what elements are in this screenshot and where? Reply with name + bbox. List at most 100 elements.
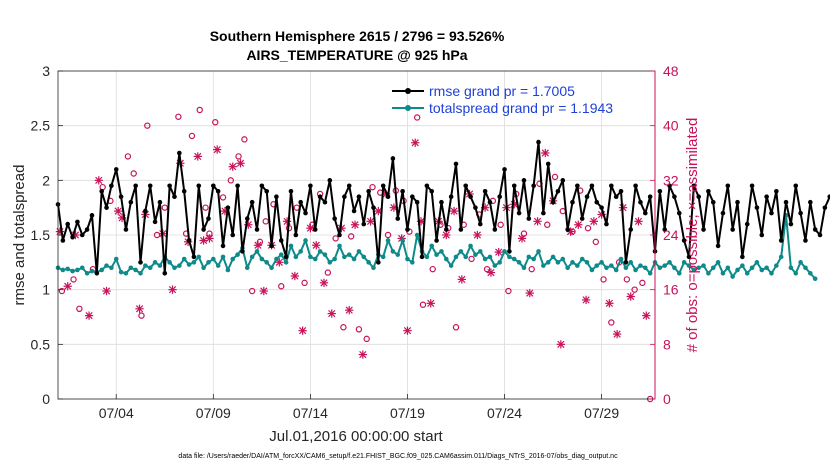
obs-assimilated-marker [114, 206, 123, 216]
rmse-point [676, 210, 682, 216]
rmse-point [308, 183, 313, 189]
rmse-point [803, 238, 808, 243]
totalspread-point [706, 270, 711, 276]
totalspread-point [448, 263, 454, 268]
rmse-point [584, 194, 590, 200]
rmse-point [468, 194, 473, 200]
totalspread-point [220, 254, 226, 260]
rmse-point [448, 194, 454, 200]
rmse-point [274, 194, 279, 200]
totalspread-point [332, 256, 337, 262]
rmse-point [172, 194, 177, 200]
rmse-point [662, 227, 668, 232]
totalspread-point [147, 265, 153, 271]
obs-assimilated-marker [345, 306, 354, 315]
obs-assimilated-marker [449, 206, 459, 216]
totalspread-point [181, 256, 187, 262]
obs-possible-marker [483, 265, 491, 273]
rmse-point [366, 188, 371, 194]
rmse-point [715, 243, 721, 249]
totalspread-point [463, 254, 469, 260]
totalspread-point [628, 260, 634, 265]
rmse-point [545, 161, 551, 167]
obs-assimilated-marker [213, 145, 222, 154]
totalspread-point [400, 238, 405, 243]
obs-possible-marker [623, 276, 631, 283]
rmse-point [628, 227, 634, 232]
totalspread-point [254, 249, 260, 254]
totalspread-point [191, 260, 197, 265]
rmse-point [89, 213, 95, 218]
y2-tick-label: 0 [663, 391, 671, 407]
x-tick-label: 07/04 [99, 405, 134, 421]
totalspread-point [749, 265, 755, 271]
rmse-point [70, 234, 75, 240]
totalspread-point [458, 249, 464, 254]
rmse-point [75, 219, 80, 225]
totalspread-point [492, 263, 498, 268]
rmse-point [109, 183, 114, 189]
obs-possible-marker [468, 255, 475, 263]
obs-possible-marker [248, 287, 256, 295]
totalspread-point [371, 265, 376, 271]
obs-assimilated-marker [319, 278, 329, 287]
obs-possible-marker [161, 204, 168, 211]
obs-assimilated-marker [253, 241, 263, 250]
y-axis-label: rmse and totalspread [11, 165, 28, 306]
rmse-point [201, 227, 206, 232]
rmse-point [487, 199, 493, 205]
totalspread-point [812, 276, 818, 282]
totalspread-point [303, 238, 308, 243]
rmse-point [283, 254, 289, 260]
totalspread-point [672, 265, 677, 271]
obs-assimilated-marker [486, 268, 496, 277]
obs-possible-marker [188, 132, 196, 140]
rmse-point [303, 210, 308, 216]
rmse-point [380, 183, 386, 189]
rmse-point [351, 208, 357, 214]
obs-assimilated-marker [525, 288, 534, 298]
rmse-point [400, 188, 405, 194]
totalspread-point [662, 263, 668, 268]
legend-label-rmse: rmse grand pr = 1.7005 [429, 83, 575, 99]
totalspread-point [317, 249, 323, 254]
totalspread-point [157, 263, 163, 268]
totalspread-point [536, 249, 541, 254]
totalspread-point [70, 268, 75, 274]
totalspread-point [570, 260, 575, 265]
totalspread-point [691, 267, 697, 273]
rmse-point [793, 183, 799, 189]
rmse-point [482, 188, 488, 194]
rmse-point [133, 183, 138, 189]
totalspread-point [793, 270, 799, 276]
totalspread-point [579, 256, 585, 262]
rmse-point [667, 183, 672, 189]
totalspread-point [623, 265, 629, 271]
rmse-point [594, 199, 600, 205]
obs-assimilated-marker [642, 311, 651, 320]
obs-assimilated-marker [626, 292, 635, 301]
totalspread-point [740, 263, 745, 268]
totalspread-point [351, 256, 357, 262]
obs-possible-marker [58, 287, 66, 295]
obs-possible-marker [202, 204, 209, 211]
obs-possible-marker [212, 119, 219, 126]
totalspread-point [647, 270, 653, 276]
rmse-point [604, 221, 609, 227]
totalspread-point [113, 256, 119, 262]
totalspread-point [143, 263, 148, 268]
rmse-point [269, 243, 274, 249]
totalspread-point [206, 260, 211, 265]
y2-tick-label: 48 [663, 63, 679, 79]
rmse-point [259, 183, 265, 189]
totalspread-point [502, 249, 507, 254]
x-axis-label: Jul.01,2016 00:00:00 start [269, 428, 443, 445]
totalspread-point [118, 269, 124, 275]
obs-possible-marker [497, 221, 504, 228]
plot-area: 07/04 07/09 07/14 07/19 07/24 07/29 0 0.5 1 1.5 2 2… [31, 63, 830, 421]
totalspread-point [215, 263, 221, 268]
obs-assimilated-marker [327, 309, 336, 318]
obs-assimilated-marker [634, 217, 643, 226]
obs-possible-marker [340, 324, 347, 331]
totalspread-point [138, 270, 143, 276]
